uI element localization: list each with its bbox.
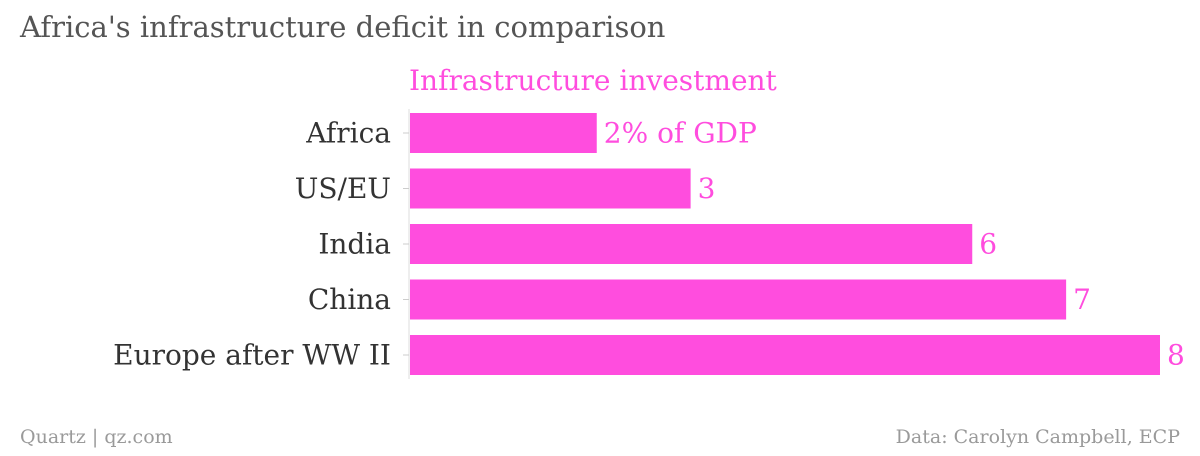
category-label: India <box>318 228 391 261</box>
bar <box>410 279 1067 320</box>
value-label: 8 <box>1167 339 1185 372</box>
category-label: China <box>308 283 391 316</box>
credit-text: Quartz | qz.com <box>20 426 173 448</box>
bar <box>410 335 1160 375</box>
value-label: 7 <box>1073 283 1091 316</box>
category-label: Europe after WW II <box>113 339 391 372</box>
series-title: Infrastructure investment <box>409 64 777 97</box>
category-label: US/EU <box>295 172 391 205</box>
chart-title: Africa's infrastructure deficit in compa… <box>20 10 666 44</box>
value-label: 6 <box>979 228 997 261</box>
value-label: 2% of GDP <box>604 117 757 150</box>
category-label: Africa <box>305 117 391 150</box>
bar <box>410 113 597 153</box>
bar <box>410 168 691 209</box>
source-text: Data: Carolyn Campbell, ECP <box>895 426 1180 448</box>
value-label: 3 <box>698 172 716 205</box>
bar <box>410 224 973 264</box>
